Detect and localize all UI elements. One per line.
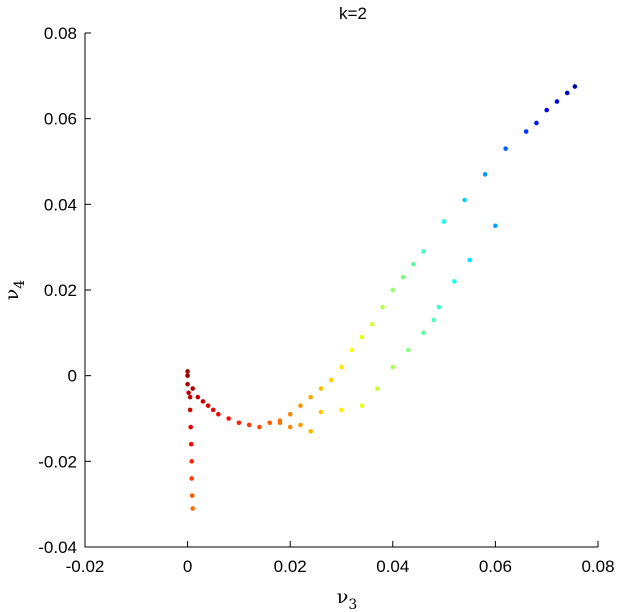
data-point bbox=[400, 274, 406, 280]
data-point bbox=[195, 394, 201, 400]
data-point bbox=[411, 262, 416, 267]
data-point bbox=[190, 386, 196, 391]
data-point bbox=[503, 146, 508, 151]
data-point bbox=[544, 107, 549, 113]
data-point bbox=[186, 390, 191, 396]
data-point bbox=[185, 369, 190, 374]
data-point bbox=[188, 441, 194, 447]
data-point bbox=[189, 493, 195, 498]
data-point bbox=[200, 399, 206, 404]
data-point bbox=[359, 403, 365, 408]
x-tick-label: 0.08 bbox=[581, 557, 614, 576]
data-point bbox=[185, 381, 190, 387]
x-tick-label: 0.06 bbox=[479, 557, 512, 576]
data-point bbox=[564, 90, 570, 96]
data-point bbox=[277, 420, 283, 426]
axis-lines bbox=[84, 33, 598, 548]
axes-frame bbox=[84, 33, 598, 548]
data-point bbox=[375, 386, 380, 391]
data-point bbox=[421, 330, 426, 336]
data-point bbox=[298, 403, 303, 408]
data-point bbox=[462, 197, 467, 203]
data-point bbox=[359, 334, 365, 340]
data-point bbox=[405, 347, 411, 353]
data-point bbox=[390, 287, 396, 293]
data-point bbox=[452, 279, 457, 284]
data-point bbox=[205, 403, 211, 408]
data-point bbox=[380, 304, 385, 310]
data-point bbox=[287, 411, 293, 417]
data-point bbox=[189, 476, 194, 481]
data-point bbox=[482, 172, 488, 177]
data-point bbox=[467, 257, 473, 263]
data-point bbox=[534, 120, 539, 126]
data-point bbox=[226, 416, 231, 421]
data-point bbox=[287, 424, 293, 430]
y-tick-label: 0.08 bbox=[44, 24, 77, 43]
data-point bbox=[190, 506, 196, 511]
chart-title: k=2 bbox=[339, 4, 367, 23]
data-point bbox=[187, 407, 193, 413]
data-point bbox=[572, 84, 578, 89]
data-point bbox=[436, 304, 442, 310]
data-point bbox=[390, 364, 396, 370]
data-point bbox=[185, 373, 190, 378]
y-tick-label: 0 bbox=[68, 367, 77, 386]
data-point bbox=[339, 407, 344, 413]
x-ticks: -0.02 0 0.02 0.04 0.06 0.08 bbox=[66, 541, 615, 576]
data-point bbox=[493, 223, 498, 229]
y-tick-label: 0.06 bbox=[44, 110, 77, 129]
points-layer bbox=[185, 84, 578, 511]
y-axis-label: ν4 bbox=[1, 280, 28, 301]
data-point bbox=[257, 424, 262, 430]
x-tick-label: 0 bbox=[183, 557, 192, 576]
data-point bbox=[369, 321, 375, 327]
y-tick-label: 0.04 bbox=[44, 195, 77, 214]
data-point bbox=[318, 386, 324, 391]
data-point bbox=[298, 422, 303, 428]
data-point bbox=[267, 420, 272, 426]
data-point bbox=[246, 422, 252, 428]
data-point bbox=[236, 420, 242, 426]
data-point bbox=[328, 377, 334, 383]
data-point bbox=[210, 407, 216, 413]
x-tick-label: 0.02 bbox=[274, 557, 307, 576]
y-tick-label: -0.04 bbox=[38, 538, 77, 557]
data-point bbox=[189, 459, 194, 464]
y-tick-label: -0.02 bbox=[38, 452, 77, 471]
data-point bbox=[421, 249, 426, 254]
data-point bbox=[188, 424, 193, 430]
data-point bbox=[187, 394, 193, 400]
data-point bbox=[318, 409, 324, 415]
data-point bbox=[308, 394, 314, 400]
data-point bbox=[349, 347, 355, 353]
data-point bbox=[554, 99, 560, 104]
data-point bbox=[523, 129, 529, 134]
y-tick-label: 0.02 bbox=[44, 281, 77, 300]
data-point bbox=[441, 219, 447, 224]
data-point bbox=[431, 317, 437, 323]
x-tick-label: 0.04 bbox=[376, 557, 409, 576]
x-axis-label: ν3 bbox=[337, 586, 357, 612]
data-point bbox=[216, 411, 221, 417]
data-point bbox=[308, 429, 314, 434]
x-tick-label: -0.02 bbox=[66, 557, 105, 576]
y-ticks: -0.04 -0.02 0 0.02 0.04 0.06 0.08 bbox=[38, 24, 91, 557]
data-point bbox=[339, 364, 344, 370]
